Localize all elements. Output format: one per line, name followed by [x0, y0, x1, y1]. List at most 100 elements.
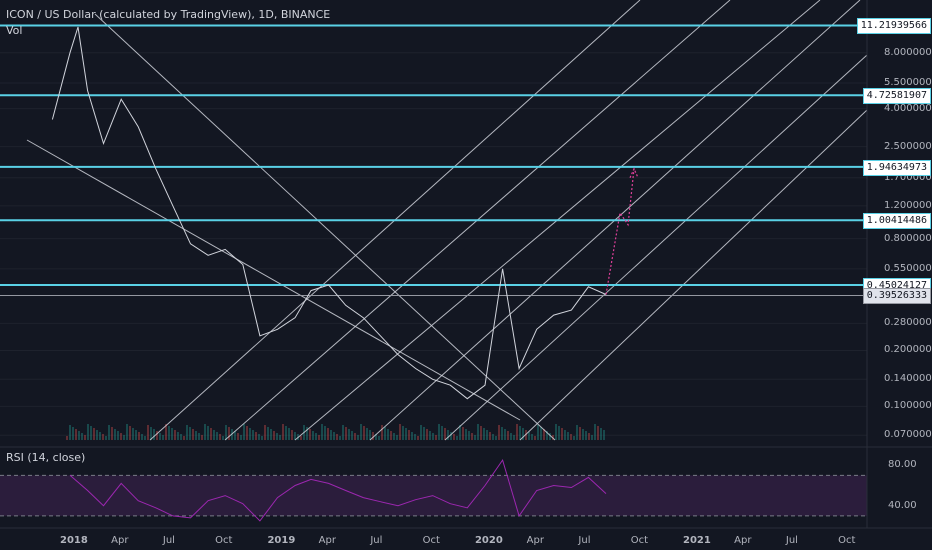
- volume-bar: [162, 435, 164, 440]
- volume-bar: [75, 429, 77, 440]
- time-tick-label: Apr: [318, 535, 336, 546]
- volume-bar: [348, 429, 350, 440]
- time-tick-label: Jul: [785, 535, 798, 546]
- volume-bar: [429, 431, 431, 440]
- volume-bar: [393, 433, 395, 440]
- volume-bar: [318, 435, 320, 440]
- volume-bar: [291, 430, 293, 440]
- volume-bar: [90, 426, 92, 440]
- time-tick-label: Jul: [578, 535, 591, 546]
- price-level-label: 1.94634973: [862, 159, 931, 176]
- volume-bar: [540, 427, 542, 440]
- volume-bar: [195, 431, 197, 440]
- volume-bar: [600, 428, 602, 440]
- volume-bar: [108, 425, 110, 440]
- volume-bar: [84, 435, 86, 440]
- price-tick-label: 0.20000000: [884, 344, 932, 356]
- volume-bar: [105, 436, 107, 440]
- volume-bar: [69, 425, 71, 440]
- volume-bar: [279, 435, 281, 440]
- volume-bar: [579, 427, 581, 440]
- price-tick-label: 0.14000000: [884, 373, 932, 385]
- volume-bar: [591, 435, 593, 440]
- volume-bar: [300, 436, 302, 440]
- volume-bar: [396, 435, 398, 440]
- volume-bar: [531, 434, 533, 440]
- volume-bar: [288, 428, 290, 440]
- volume-bar: [342, 425, 344, 440]
- volume-bar: [447, 430, 449, 440]
- volume-bar: [102, 434, 104, 440]
- volume-bar: [510, 433, 512, 440]
- price-tick-label: 4.00000000: [884, 102, 932, 114]
- volume-bar: [240, 435, 242, 440]
- volume-bar: [423, 427, 425, 440]
- volume-bar: [261, 436, 263, 440]
- symbol-title[interactable]: ICON / US Dollar (calculated by TradingV…: [6, 8, 331, 21]
- time-tick-label: Oct: [422, 535, 440, 546]
- volume-bar: [408, 430, 410, 440]
- volume-bar: [360, 424, 362, 440]
- volume-bar: [129, 426, 131, 440]
- volume-bar: [294, 432, 296, 440]
- volume-bar: [480, 426, 482, 440]
- price-tick-label: 2.50000000: [884, 140, 932, 152]
- time-tick-label: 2018: [60, 535, 88, 546]
- volume-bar: [534, 436, 536, 440]
- volume-bar: [198, 433, 200, 440]
- volume-bar: [315, 433, 317, 440]
- volume-bar: [345, 427, 347, 440]
- horizontal-levels: [0, 24, 867, 296]
- volume-bar: [267, 427, 269, 440]
- volume-bar: [270, 429, 272, 440]
- volume-bar: [165, 424, 167, 440]
- price-tick-label: 0.80000000: [884, 232, 932, 244]
- volume-bar: [567, 432, 569, 440]
- price-level-label: 1.00414486: [862, 213, 931, 230]
- time-tick-label: Apr: [111, 535, 129, 546]
- volume-bar: [201, 435, 203, 440]
- volume-bar: [453, 434, 455, 440]
- volume-bar: [222, 436, 224, 440]
- volume-bar: [66, 436, 68, 440]
- volume-bar: [495, 436, 497, 440]
- volume-bar: [603, 430, 605, 440]
- volume-bar: [489, 432, 491, 440]
- price-line: [51, 26, 607, 400]
- price-tick-label: 5.50000000: [884, 76, 932, 88]
- volume-bar: [207, 426, 209, 440]
- volume-bar: [558, 426, 560, 440]
- rsi-indicator-label[interactable]: RSI (14, close): [6, 451, 86, 464]
- volume-bar: [372, 432, 374, 440]
- volume-bar: [249, 428, 251, 440]
- volume-bar: [117, 431, 119, 440]
- price-tick-label: 1.70000000: [884, 171, 932, 183]
- volume-bar: [474, 435, 476, 440]
- rsi-tick-label: 40.00: [888, 499, 917, 511]
- volume-bar: [99, 432, 101, 440]
- price-tick-label: 0.55000000: [884, 262, 932, 274]
- rsi-line: [69, 458, 607, 522]
- time-tick-label: Oct: [215, 535, 233, 546]
- volume-bar: [327, 428, 329, 440]
- volume-bar: [111, 427, 113, 440]
- volume-bar: [225, 425, 227, 440]
- volume-bar: [366, 428, 368, 440]
- volume-bar: [384, 427, 386, 440]
- volume-bar: [330, 430, 332, 440]
- volume-bar: [507, 431, 509, 440]
- volume-bar: [351, 431, 353, 440]
- volume-bar: [402, 426, 404, 440]
- volume-bar: [171, 428, 173, 440]
- volume-bar: [597, 426, 599, 440]
- volume-bar: [306, 427, 308, 440]
- volume-bar: [282, 424, 284, 440]
- volume-bar: [339, 436, 341, 440]
- volume-bar: [582, 429, 584, 440]
- volume-bar: [525, 430, 527, 440]
- volume-bar: [459, 425, 461, 440]
- volume-bar: [594, 424, 596, 440]
- volume-bar: [156, 431, 158, 440]
- volume-indicator-label[interactable]: Vol: [6, 24, 23, 37]
